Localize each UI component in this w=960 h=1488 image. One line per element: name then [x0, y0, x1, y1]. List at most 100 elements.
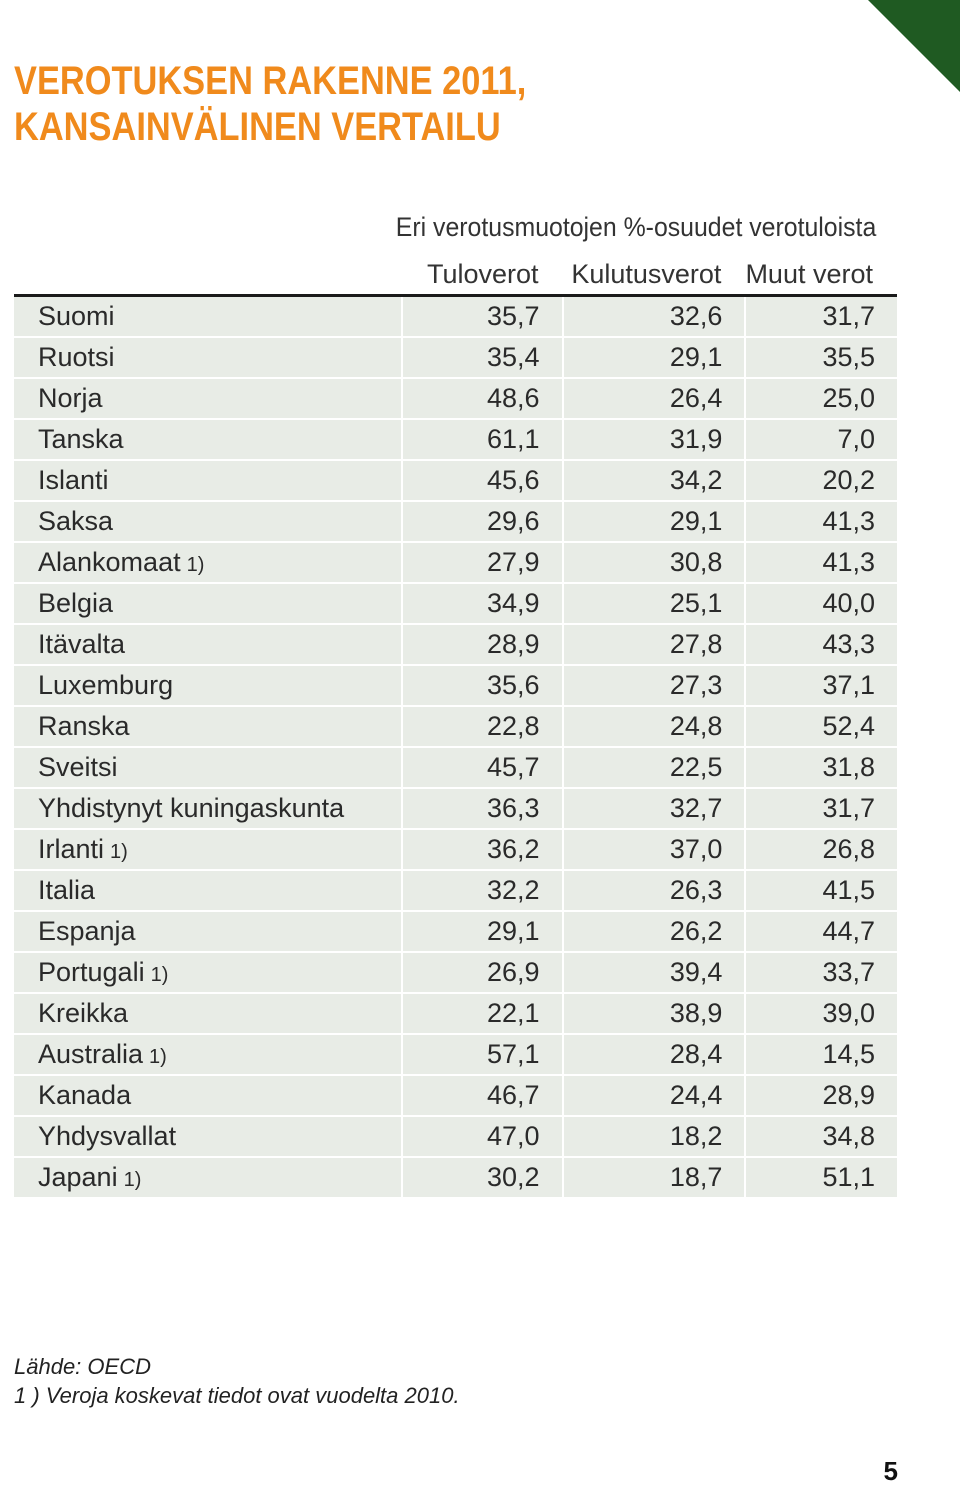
consumption-tax-cell: 22,5	[561, 747, 746, 789]
consumption-tax-cell: 27,8	[561, 624, 746, 666]
table-row: Ruotsi 35,4 29,1 35,5	[14, 337, 897, 379]
country-name: Belgia	[38, 588, 114, 618]
other-tax-cell: 44,7	[744, 911, 897, 953]
income-tax-cell: 61,1	[400, 419, 563, 461]
footnote-marker: 1)	[123, 1169, 142, 1191]
country-cell: Sveitsi	[14, 747, 402, 789]
table-row: Espanja 29,1 26,2 44,7	[14, 911, 897, 953]
country-name: Sveitsi	[38, 752, 118, 782]
income-tax-cell: 28,9	[400, 624, 563, 666]
consumption-tax-cell: 38,9	[561, 993, 746, 1035]
income-tax-cell: 35,7	[400, 295, 563, 338]
country-name: Kanada	[38, 1080, 132, 1110]
table-row: Sveitsi 45,7 22,5 31,8	[14, 747, 897, 789]
page-number: 5	[883, 1456, 898, 1486]
country-cell: Suomi	[14, 295, 402, 338]
table-row: Yhdysvallat 47,0 18,2 34,8	[14, 1116, 897, 1158]
country-name: Italia	[38, 875, 96, 905]
country-cell: Luxemburg	[14, 665, 402, 707]
income-tax-cell: 22,8	[400, 706, 563, 748]
table-row: Ranska 22,8 24,8 52,4	[14, 706, 897, 748]
other-tax-cell: 40,0	[744, 583, 897, 625]
table-row: Yhdistynyt kuningaskunta 36,3 32,7 31,7	[14, 788, 897, 830]
table-row: Suomi 35,7 32,6 31,7	[14, 295, 897, 338]
other-tax-cell: 31,8	[744, 747, 897, 789]
consumption-tax-cell: 29,1	[561, 337, 746, 379]
country-cell: Portugali 1)	[14, 952, 402, 994]
country-cell: Alankomaat 1)	[14, 542, 402, 584]
consumption-tax-cell: 39,4	[561, 952, 746, 994]
other-tax-cell: 41,3	[744, 542, 897, 584]
consumption-tax-cell: 25,1	[561, 583, 746, 625]
country-cell: Ranska	[14, 706, 402, 748]
table-row: Portugali 1) 26,9 39,4 33,7	[14, 952, 897, 994]
other-tax-cell: 37,1	[744, 665, 897, 707]
consumption-tax-cell: 26,4	[561, 378, 746, 420]
income-tax-cell: 32,2	[400, 870, 563, 912]
table-row: Luxemburg 35,6 27,3 37,1	[14, 665, 897, 707]
country-cell: Yhdysvallat	[14, 1116, 402, 1158]
table-row: Kanada 46,7 24,4 28,9	[14, 1075, 897, 1117]
title-line-2: KANSAINVÄLINEN VERTAILU	[14, 105, 501, 149]
consumption-tax-cell: 32,7	[561, 788, 746, 830]
table-caption: Eri verotusmuotojen %-osuudet verotulois…	[395, 212, 876, 242]
other-tax-cell: 14,5	[744, 1034, 897, 1076]
consumption-tax-cell: 26,2	[561, 911, 746, 953]
income-tax-cell: 57,1	[400, 1034, 563, 1076]
country-name: Irlanti	[38, 834, 105, 864]
income-tax-cell: 22,1	[400, 993, 563, 1035]
income-tax-cell: 48,6	[400, 378, 563, 420]
income-tax-cell: 46,7	[400, 1075, 563, 1117]
table-row: Kreikka 22,1 38,9 39,0	[14, 993, 897, 1035]
table-row: Italia 32,2 26,3 41,5	[14, 870, 897, 912]
country-cell: Kanada	[14, 1075, 402, 1117]
corner-decoration	[868, 0, 960, 92]
country-cell: Japani 1)	[14, 1157, 402, 1199]
income-tax-cell: 35,6	[400, 665, 563, 707]
country-name: Ruotsi	[38, 342, 115, 372]
consumption-tax-cell: 18,7	[561, 1157, 746, 1199]
table-row: Islanti 45,6 34,2 20,2	[14, 460, 897, 502]
country-cell: Kreikka	[14, 993, 402, 1035]
header-row: Tuloverot Kulutusverot Muut verot	[14, 254, 897, 297]
other-tax-cell: 26,8	[744, 829, 897, 871]
income-tax-cell: 35,4	[400, 337, 563, 379]
other-tax-cell: 34,8	[744, 1116, 897, 1158]
income-tax-cell: 45,7	[400, 747, 563, 789]
table-row: Saksa 29,6 29,1 41,3	[14, 501, 897, 543]
other-tax-cell: 31,7	[744, 788, 897, 830]
income-tax-cell: 36,3	[400, 788, 563, 830]
other-tax-cell: 28,9	[744, 1075, 897, 1117]
income-tax-cell: 27,9	[400, 542, 563, 584]
income-tax-cell: 29,1	[400, 911, 563, 953]
country-cell: Australia 1)	[14, 1034, 402, 1076]
country-name: Itävalta	[38, 629, 126, 659]
header-country	[14, 254, 402, 297]
country-name: Yhdysvallat	[38, 1121, 177, 1151]
table-header: Tuloverot Kulutusverot Muut verot	[14, 254, 897, 297]
consumption-tax-cell: 24,4	[561, 1075, 746, 1117]
header-other-tax: Muut verot	[745, 254, 897, 297]
other-tax-cell: 41,5	[744, 870, 897, 912]
consumption-tax-cell: 28,4	[561, 1034, 746, 1076]
country-cell: Ruotsi	[14, 337, 402, 379]
other-tax-cell: 41,3	[744, 501, 897, 543]
country-name: Espanja	[38, 916, 136, 946]
country-cell: Norja	[14, 378, 402, 420]
header-consumption-tax: Kulutusverot	[562, 254, 746, 297]
source-notes: Lähde: OECD 1 ) Veroja koskevat tiedot o…	[14, 1352, 460, 1410]
income-tax-cell: 47,0	[400, 1116, 563, 1158]
consumption-tax-cell: 29,1	[561, 501, 746, 543]
other-tax-cell: 35,5	[744, 337, 897, 379]
consumption-tax-cell: 31,9	[561, 419, 746, 461]
other-tax-cell: 51,1	[744, 1157, 897, 1199]
country-cell: Itävalta	[14, 624, 402, 666]
consumption-tax-cell: 26,3	[561, 870, 746, 912]
country-cell: Irlanti 1)	[14, 829, 402, 871]
footnote-marker: 1)	[149, 1046, 167, 1068]
table-body: Suomi 35,7 32,6 31,7 Ruotsi 35,4 29,1 35,5 Norja…	[14, 295, 897, 1199]
country-name: Japani	[38, 1162, 118, 1192]
country-name: Kreikka	[38, 998, 129, 1028]
footnote-marker: 1)	[186, 554, 205, 576]
consumption-tax-cell: 27,3	[561, 665, 746, 707]
